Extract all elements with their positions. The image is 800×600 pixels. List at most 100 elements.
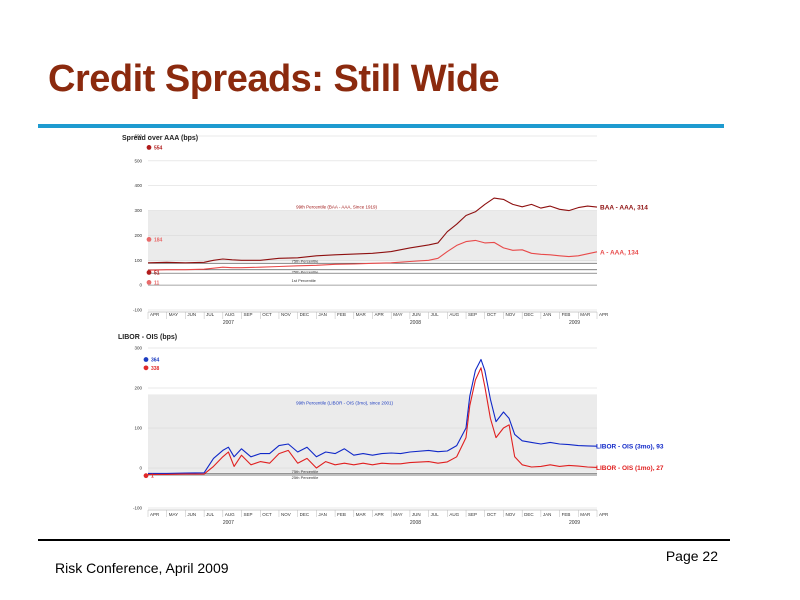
x-tick-label: AUG xyxy=(449,512,459,517)
x-tick-label: FEB xyxy=(337,512,346,517)
x-tick-label: JUL xyxy=(206,512,214,517)
band-label: 99th Percentile (LIBOR - OIS (3mo), sinc… xyxy=(296,400,393,405)
slide-title: Credit Spreads: Still Wide xyxy=(48,58,500,100)
x-tick-label: SEP xyxy=(468,512,477,517)
x-tick-label: APR xyxy=(375,312,385,317)
chart-title: Spread over AAA (bps) xyxy=(122,135,198,142)
footer-conference: Risk Conference, April 2009 xyxy=(55,560,229,576)
y-tick-label: 400 xyxy=(134,183,142,188)
x-tick-label: DEC xyxy=(300,312,310,317)
value-marker-label: 1 xyxy=(151,474,154,480)
y-tick-label: -100 xyxy=(133,308,143,313)
x-tick-label: FEB xyxy=(562,312,571,317)
x-tick-label: APR xyxy=(150,312,160,317)
x-tick-label: MAY xyxy=(393,512,402,517)
value-marker xyxy=(146,270,152,275)
y-tick-label: 0 xyxy=(139,466,142,471)
x-tick-label: JAN xyxy=(318,312,327,317)
x-tick-label: NOV xyxy=(505,512,515,517)
x-tick-label: JAN xyxy=(543,312,552,317)
x-tick-label: JUL xyxy=(206,312,214,317)
value-marker xyxy=(146,237,152,242)
series-line xyxy=(147,197,598,264)
value-marker xyxy=(143,357,149,362)
x-tick-label: MAR xyxy=(580,312,591,317)
x-tick-label: MAR xyxy=(356,312,367,317)
series-end-label: BAA - AAA, 314 xyxy=(600,205,648,212)
x-tick-label: JUN xyxy=(187,312,196,317)
percentile-label: 1st Percentile xyxy=(292,278,317,283)
year-label: 2007 xyxy=(223,520,234,526)
x-tick-label: SEP xyxy=(244,312,253,317)
chart-title: LIBOR - OIS (bps) xyxy=(118,334,177,341)
y-tick-label: 300 xyxy=(134,346,142,351)
x-tick-label: MAR xyxy=(580,512,591,517)
x-tick-label: OCT xyxy=(487,312,497,317)
y-tick-label: 300 xyxy=(134,208,142,213)
x-tick-label: MAR xyxy=(356,512,367,517)
x-tick-label: MAY xyxy=(169,512,178,517)
x-tick-label: JUN xyxy=(187,512,196,517)
value-marker xyxy=(146,145,152,150)
x-tick-label: APR xyxy=(150,512,160,517)
series-line xyxy=(147,239,598,271)
x-tick-label: FEB xyxy=(562,512,571,517)
percentile-label: 25th Percentile xyxy=(292,270,319,275)
x-tick-label: JUN xyxy=(412,312,421,317)
y-tick-label: 100 xyxy=(134,426,142,431)
x-tick-label: MAY xyxy=(169,312,178,317)
x-tick-label: FEB xyxy=(337,312,346,317)
y-tick-label: 100 xyxy=(134,258,142,263)
value-marker xyxy=(143,365,149,371)
band-label: 99th Percentile (BAA - AAA, Since 1919) xyxy=(296,205,377,210)
y-tick-label: -100 xyxy=(133,506,143,511)
value-marker-label: 554 xyxy=(154,145,163,151)
x-tick-label: OCT xyxy=(487,512,497,517)
footer-divider xyxy=(38,539,730,541)
x-tick-label: NOV xyxy=(505,312,515,317)
value-marker-label: 338 xyxy=(151,366,160,372)
series-end-label: LIBOR - OIS (3mo), 93 xyxy=(596,444,664,451)
series-line xyxy=(148,367,598,475)
percentile-label: 75th Percentile xyxy=(292,469,319,474)
x-tick-label: SEP xyxy=(468,312,477,317)
x-tick-label: DEC xyxy=(300,512,310,517)
x-tick-label: OCT xyxy=(262,512,272,517)
x-tick-label: AUG xyxy=(225,512,235,517)
year-label: 2008 xyxy=(410,320,421,326)
x-tick-label: OCT xyxy=(262,312,272,317)
footer-page-number: Page 22 xyxy=(665,548,718,564)
y-tick-label: 600 xyxy=(134,134,142,139)
x-tick-label: NOV xyxy=(281,512,291,517)
x-tick-label: JAN xyxy=(543,512,552,517)
value-marker-label: 184 xyxy=(154,237,163,243)
year-label: 2009 xyxy=(569,320,580,326)
value-marker-label: 364 xyxy=(151,358,160,364)
percentile-label: 75th Percentile xyxy=(292,258,319,263)
x-tick-label: JUL xyxy=(431,512,439,517)
value-marker-label: 11 xyxy=(154,280,160,286)
value-marker xyxy=(143,473,149,479)
year-label: 2007 xyxy=(223,320,234,326)
percentile-band xyxy=(148,394,597,473)
x-tick-label: JAN xyxy=(318,512,327,517)
x-tick-label: APR xyxy=(375,512,385,517)
x-tick-label: APR xyxy=(599,512,609,517)
x-tick-label: AUG xyxy=(225,312,235,317)
x-tick-label: JUL xyxy=(431,312,439,317)
y-tick-label: 0 xyxy=(139,283,142,288)
series-end-label: A - AAA, 134 xyxy=(600,249,639,256)
year-label: 2009 xyxy=(569,520,580,526)
x-tick-label: DEC xyxy=(524,512,534,517)
y-tick-label: 200 xyxy=(134,386,142,391)
y-tick-label: 200 xyxy=(134,233,142,238)
x-tick-label: AUG xyxy=(449,312,459,317)
y-tick-label: 500 xyxy=(134,158,142,163)
x-tick-label: SEP xyxy=(244,512,253,517)
value-marker xyxy=(146,280,152,285)
x-tick-label: DEC xyxy=(524,312,534,317)
series-line xyxy=(148,358,598,474)
series-end-label: LIBOR - OIS (1mo), 27 xyxy=(596,465,664,472)
